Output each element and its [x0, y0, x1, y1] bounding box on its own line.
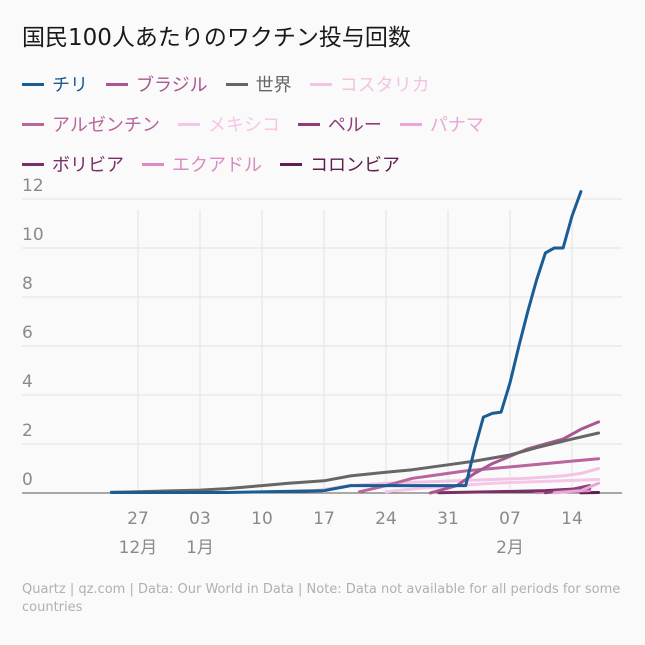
- y-tick-label: 12: [22, 176, 44, 196]
- series-line-パナマ: [552, 481, 601, 495]
- legend-swatch: [280, 162, 302, 166]
- legend-item: アルゼンチン: [22, 111, 160, 137]
- legend-label: ボリビア: [52, 155, 124, 176]
- y-tick-label: 8: [22, 274, 33, 294]
- legend-row: ボリビア エクアドル コロンビア: [22, 144, 632, 184]
- y-tick-label: 0: [22, 470, 33, 490]
- legend-label: チリ: [52, 75, 88, 96]
- x-tick-label: 07: [499, 509, 521, 529]
- legend-label: コロンビア: [310, 155, 400, 176]
- legend-row: チリ ブラジル 世界 コスタリカ: [22, 64, 632, 104]
- x-tick-month-label: 1月: [186, 538, 214, 558]
- series-line-メキシコ: [384, 478, 601, 494]
- legend-row: アルゼンチン メキシコ ペルー パナマ: [22, 104, 632, 144]
- legend-item: ボリビア: [22, 151, 124, 177]
- legend-swatch: [225, 82, 248, 86]
- legend-label: 世界: [255, 75, 292, 96]
- series-line-チリ: [109, 190, 583, 494]
- legend-label: メキシコ: [207, 115, 280, 136]
- chart-title: 国民100人あたりのワクチン投与回数: [22, 25, 411, 51]
- x-tick-label: 03: [189, 509, 211, 529]
- y-tick-label: 10: [22, 225, 44, 245]
- legend-item: チリ: [22, 71, 88, 97]
- y-tick-label: 2: [22, 421, 33, 441]
- legend-label: ブラジル: [136, 75, 208, 96]
- series-line-世界: [109, 431, 601, 494]
- x-tick-label: 10: [251, 509, 273, 529]
- legend-item: ブラジル: [106, 71, 208, 97]
- legend-swatch: [106, 82, 128, 86]
- x-tick-label: 27: [127, 509, 149, 529]
- legend: チリ ブラジル 世界 コスタリカアルゼンチン メキシコ ペルー パナマボリビア エクアドル コロ…: [22, 64, 632, 184]
- legend-swatch: [399, 122, 422, 126]
- legend-swatch: [142, 162, 164, 166]
- x-tick-label: 24: [375, 509, 397, 529]
- legend-label: エクアドル: [172, 155, 262, 176]
- x-tick-label: 17: [313, 509, 335, 529]
- x-tick-month-label: 12月: [119, 538, 158, 558]
- x-tick-label: 31: [437, 509, 459, 529]
- y-tick-label: 6: [22, 323, 33, 343]
- legend-swatch: [22, 122, 44, 126]
- legend-label: アルゼンチン: [52, 115, 160, 136]
- x-tick-label: 14: [561, 509, 583, 529]
- legend-item: ペルー: [297, 111, 382, 137]
- legend-swatch: [22, 162, 44, 166]
- legend-swatch: [177, 122, 200, 126]
- x-tick-month-label: 2月: [496, 538, 524, 558]
- legend-swatch: [297, 122, 320, 126]
- legend-item: パナマ: [399, 111, 484, 137]
- y-tick-label: 4: [22, 372, 33, 392]
- legend-swatch: [22, 82, 44, 86]
- legend-item: エクアドル: [142, 151, 262, 177]
- legend-item: メキシコ: [177, 111, 280, 137]
- legend-label: ペルー: [327, 115, 382, 136]
- legend-item: 世界: [225, 71, 292, 97]
- legend-label: コスタリカ: [339, 75, 430, 96]
- legend-item: コスタリカ: [309, 71, 430, 97]
- legend-label: パナマ: [429, 115, 484, 136]
- footer-note: Quartz | qz.com | Data: Our World in Dat…: [22, 582, 621, 615]
- legend-swatch: [309, 82, 332, 86]
- legend-item: コロンビア: [280, 151, 400, 177]
